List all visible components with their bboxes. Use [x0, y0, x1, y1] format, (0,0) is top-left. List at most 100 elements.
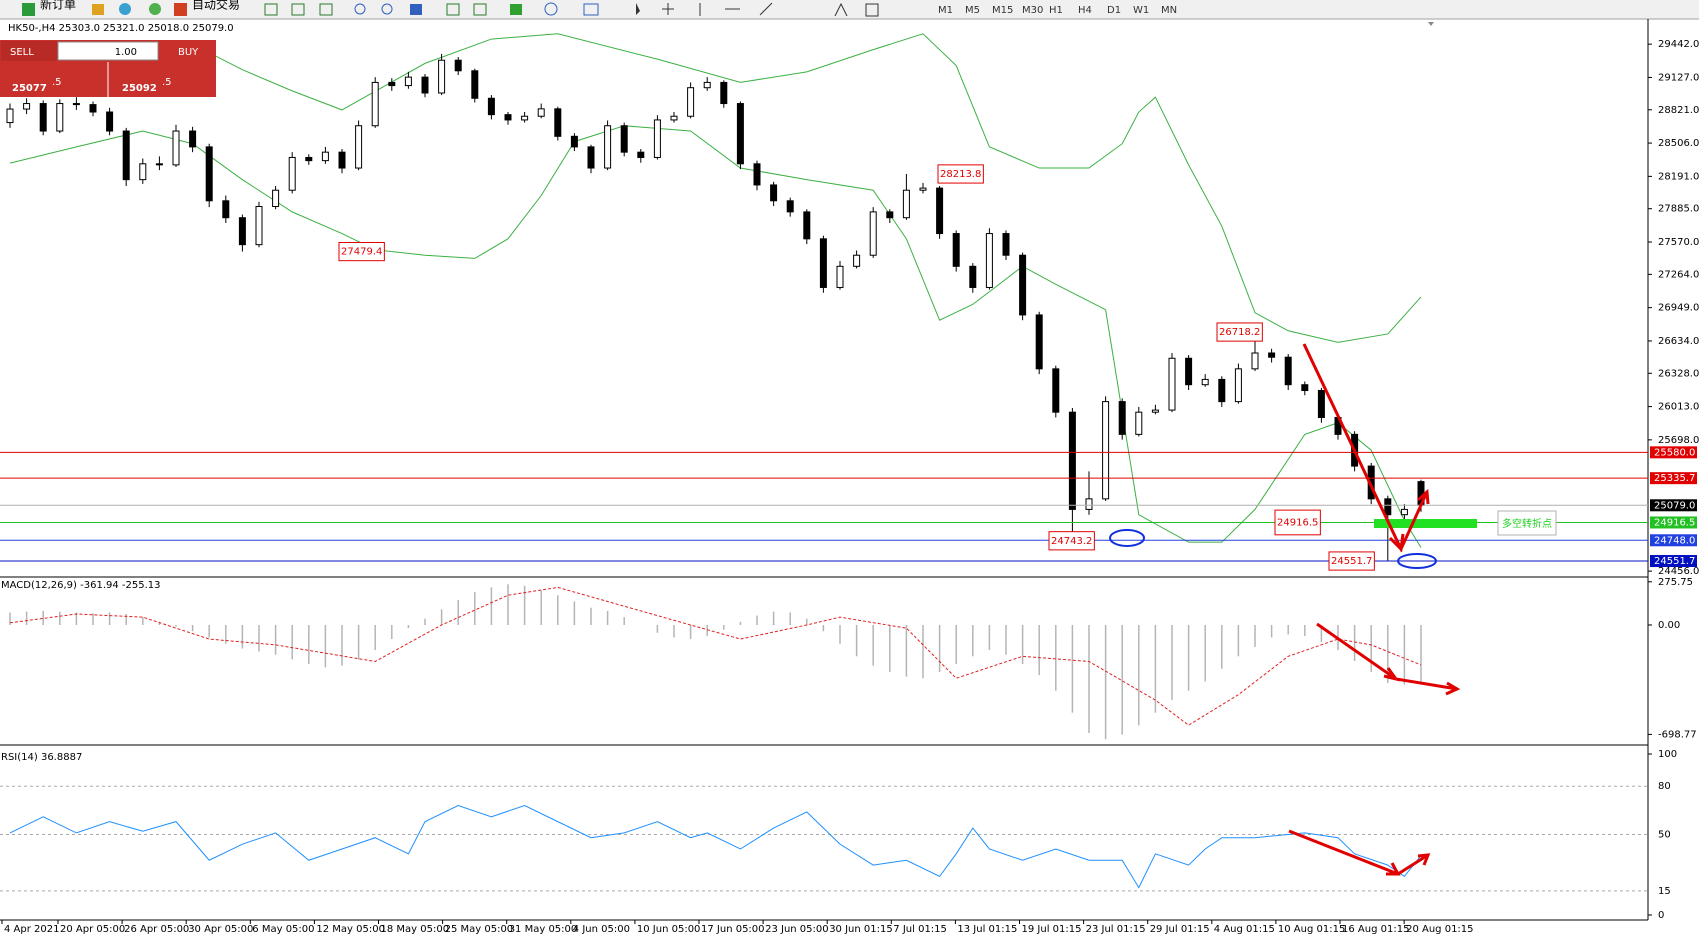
- timeframe-button[interactable]: H4: [1078, 5, 1092, 16]
- tool-icon[interactable]: [264, 3, 278, 16]
- candle-body: [670, 115, 678, 121]
- candle-body: [985, 233, 993, 288]
- bid-price-pip[interactable]: .5: [52, 77, 62, 88]
- x-tick-label: 20 Apr 05:00: [60, 924, 125, 935]
- price-annotation-box: [1048, 531, 1095, 551]
- lot-input[interactable]: [57, 41, 159, 61]
- x-tick-label: 25 May 05:00: [445, 924, 514, 935]
- timeframe-button[interactable]: M15: [992, 5, 1013, 16]
- candle-body: [969, 265, 977, 288]
- x-tick-label: 26 Apr 05:00: [124, 924, 189, 935]
- price-tag-label: 24748.0: [1654, 535, 1695, 546]
- y-tick-label: 27570.0: [1658, 237, 1699, 248]
- candle-body: [122, 130, 130, 181]
- bid-price[interactable]: 25077: [12, 83, 47, 94]
- candle-body: [471, 70, 479, 99]
- candle-body: [687, 87, 695, 117]
- tool-icon[interactable]: [473, 3, 487, 16]
- candle-body: [886, 211, 894, 219]
- buy-label[interactable]: BUY: [178, 47, 199, 58]
- price-tag: [1650, 555, 1697, 568]
- signal-line: [9, 586, 1422, 726]
- candle-body: [554, 108, 562, 137]
- tool-icon[interactable]: [636, 3, 640, 15]
- price-tag-label: 25335.7: [1654, 473, 1695, 484]
- icon[interactable]: [92, 4, 104, 15]
- price-tag: [1650, 499, 1697, 512]
- y-tick-label: 26013.0: [1658, 402, 1699, 413]
- sell-button[interactable]: [1, 41, 57, 61]
- indicator-title: RSI(14) 36.8887: [1, 752, 82, 763]
- candle-body: [803, 211, 811, 240]
- y-tick-label: 100: [1658, 749, 1677, 760]
- y-tick-label: 26949.0: [1658, 303, 1699, 314]
- icon[interactable]: [149, 3, 161, 15]
- y-tick-label: 26328.0: [1658, 368, 1699, 379]
- price-annotation-box: [1216, 322, 1263, 342]
- candle-body: [819, 238, 827, 288]
- tool-icon[interactable]: [354, 3, 366, 15]
- price-tag-label: 25079.0: [1654, 500, 1695, 511]
- candle-body: [1185, 357, 1193, 386]
- price-annotation-box: [1274, 509, 1321, 536]
- candle-body: [6, 108, 14, 124]
- x-tick-label: 7 Jul 01:15: [893, 924, 947, 935]
- y-tick-label: 27885.0: [1658, 204, 1699, 215]
- candle-body: [172, 130, 180, 166]
- x-tick-label: 17 Jun 05:00: [701, 924, 765, 935]
- candle-body: [1002, 233, 1010, 256]
- candle-body: [786, 200, 794, 213]
- icon[interactable]: [119, 3, 131, 15]
- note-label: 多空转折点: [1502, 517, 1552, 530]
- tool-icon[interactable]: [446, 3, 460, 16]
- tool-icon[interactable]: [510, 4, 522, 15]
- tool-icon[interactable]: [291, 3, 305, 16]
- y-tick-label: 80: [1658, 781, 1671, 792]
- auto-trading-button[interactable]: 自动交易: [192, 0, 240, 12]
- ask-price-pip[interactable]: .5: [162, 77, 172, 88]
- tool-icon[interactable]: [381, 3, 393, 15]
- timeframe-button[interactable]: M30: [1022, 5, 1043, 16]
- candle-body: [637, 151, 645, 158]
- candle-body: [39, 103, 47, 132]
- candle-body: [1118, 401, 1126, 435]
- timeframe-button[interactable]: H1: [1049, 5, 1063, 16]
- timeframe-button[interactable]: W1: [1133, 5, 1149, 16]
- x-tick-label: 30 Jun 01:15: [829, 924, 893, 935]
- y-tick-label: 15: [1658, 886, 1671, 897]
- candle-body: [1301, 384, 1309, 392]
- candle-body: [72, 103, 80, 106]
- tool-icon[interactable]: [319, 3, 333, 16]
- y-tick-label: 26634.0: [1658, 336, 1699, 347]
- tool-icon[interactable]: [662, 3, 674, 15]
- timeframe-button[interactable]: M5: [965, 5, 980, 16]
- timeframe-button[interactable]: MN: [1161, 5, 1177, 16]
- timeframe-button[interactable]: M1: [938, 5, 953, 16]
- sell-label[interactable]: SELL: [10, 47, 34, 58]
- new-order-icon[interactable]: [22, 3, 35, 16]
- x-tick-label: 4 Aug 01:15: [1214, 924, 1275, 935]
- tool-icon[interactable]: [834, 2, 879, 17]
- tool-icon[interactable]: [410, 4, 422, 15]
- auto-trading-icon[interactable]: [174, 3, 187, 16]
- ask-price[interactable]: 25092: [122, 83, 157, 94]
- candle-body: [1085, 498, 1093, 510]
- candle-body: [720, 81, 728, 105]
- tool-icon[interactable]: [699, 2, 773, 16]
- candle-body: [836, 265, 844, 288]
- candle-body: [1035, 314, 1043, 370]
- candle-body: [89, 104, 97, 113]
- tool-icon[interactable]: [583, 3, 599, 16]
- new-order-button[interactable]: 新订单: [40, 0, 76, 12]
- lot-value[interactable]: 1.00: [115, 47, 137, 58]
- x-tick-label: 30 Apr 05:00: [188, 924, 253, 935]
- x-tick-label: 20 Aug 01:15: [1406, 924, 1473, 935]
- highlight-ellipse: [1109, 529, 1145, 547]
- timeframe-button[interactable]: D1: [1107, 5, 1121, 16]
- tool-icon[interactable]: [544, 2, 558, 16]
- candle-body: [56, 103, 64, 132]
- price-annotation: 27479.4: [341, 247, 382, 258]
- candle-body: [736, 103, 744, 165]
- price-tag: [1650, 516, 1697, 529]
